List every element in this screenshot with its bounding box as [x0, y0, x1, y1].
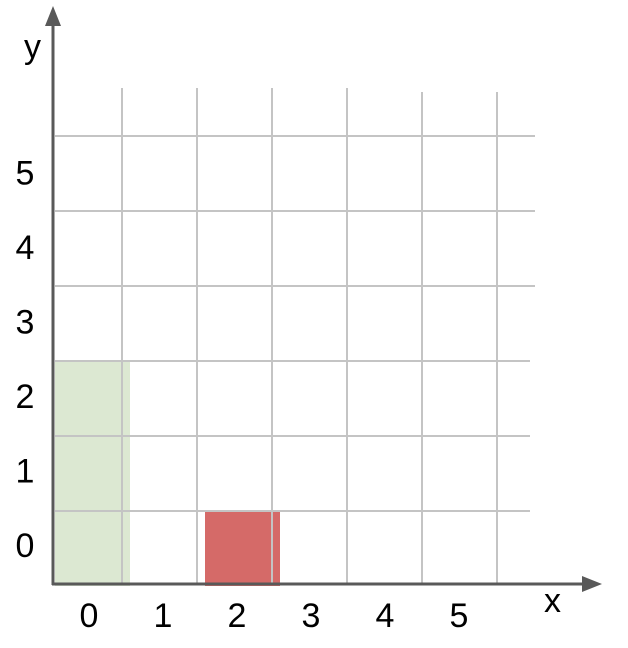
filled-cells	[55, 361, 280, 586]
x-tick-label: 5	[450, 597, 469, 635]
x-tick-label: 1	[154, 597, 173, 635]
x-tick-label: 0	[80, 597, 99, 635]
y-tick-label: 2	[16, 378, 35, 416]
x-axis-arrowhead	[582, 576, 602, 592]
grid-lines	[55, 88, 535, 584]
red-square	[205, 511, 280, 586]
green-bar	[55, 361, 130, 586]
y-tick-label: 4	[16, 229, 35, 267]
x-axis-label: x	[544, 582, 561, 620]
x-tick-label: 3	[302, 597, 321, 635]
y-tick-label: 1	[16, 453, 35, 491]
x-tick-label: 4	[376, 597, 395, 635]
x-tick-label: 2	[228, 597, 247, 635]
y-tick-label: 5	[16, 155, 35, 193]
y-tick-label: 0	[16, 527, 35, 565]
y-axis-arrowhead	[45, 6, 61, 26]
x-tick-labels: 0 1 2 3 4 5	[80, 597, 469, 635]
y-axis-label: y	[24, 28, 41, 66]
y-tick-label: 3	[16, 304, 35, 342]
y-tick-labels: 0 1 2 3 4 5	[16, 155, 35, 566]
